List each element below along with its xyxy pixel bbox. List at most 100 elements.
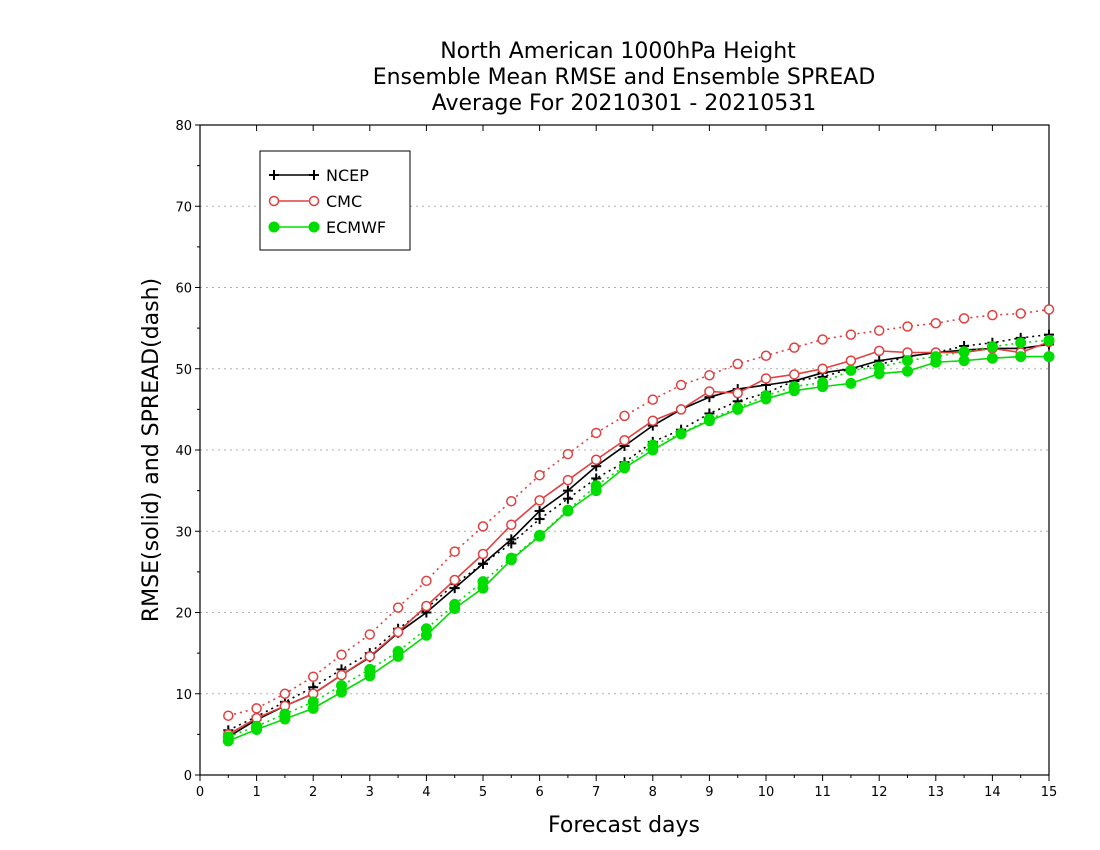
rmse-point-ecmwf bbox=[703, 415, 715, 427]
x-tick-label: 4 bbox=[422, 785, 430, 800]
spread-point-cmc bbox=[421, 575, 432, 587]
rmse-point-cmc bbox=[392, 626, 404, 638]
rmse-point-ncep bbox=[478, 558, 488, 569]
spread-point-cmc bbox=[1015, 308, 1026, 319]
x-tick-label: 1 bbox=[252, 785, 260, 800]
x-tick-label: 11 bbox=[814, 785, 831, 800]
spread-point-cmc bbox=[873, 325, 885, 336]
legend: NCEP CMC ECMWF bbox=[259, 150, 411, 251]
spread-point-cmc bbox=[789, 342, 800, 353]
legend-entry-cmc: CMC bbox=[268, 192, 362, 211]
spread-point-cmc bbox=[902, 321, 913, 332]
rmse-point-ecmwf bbox=[788, 385, 800, 397]
rmse-point-cmc bbox=[760, 373, 772, 384]
series-group bbox=[222, 304, 1055, 747]
rmse-point-ncep bbox=[506, 534, 517, 545]
spread-point-cmc bbox=[704, 370, 715, 381]
spread-point-cmc bbox=[647, 394, 659, 405]
rmse-point-ecmwf bbox=[1043, 351, 1055, 363]
legend-label-ecmwf: ECMWF bbox=[326, 218, 386, 237]
y-tick-label: 60 bbox=[175, 282, 192, 297]
spread-point-cmc bbox=[279, 688, 291, 699]
spread-point-cmc bbox=[392, 602, 404, 613]
x-tick-label: 15 bbox=[1041, 785, 1058, 800]
rmse-point-ecmwf bbox=[449, 602, 461, 614]
spread-point-cmc bbox=[675, 379, 687, 391]
legend-entry-ncep: NCEP bbox=[269, 166, 369, 185]
legend-label-ncep: NCEP bbox=[326, 166, 369, 185]
y-tick-label: 0 bbox=[184, 769, 192, 784]
rmse-point-cmc bbox=[477, 548, 489, 560]
rmse-point-cmc bbox=[421, 600, 432, 612]
title-line-1: North American 1000hPa Height bbox=[440, 39, 796, 64]
rmse-point-ecmwf bbox=[760, 393, 772, 405]
rmse-point-ecmwf bbox=[477, 582, 489, 594]
rmse-point-ecmwf bbox=[420, 629, 432, 641]
spread-point-cmc bbox=[590, 427, 602, 439]
rmse-point-ecmwf bbox=[930, 356, 942, 368]
x-tick-label: 3 bbox=[366, 785, 374, 800]
rmse-point-ecmwf bbox=[505, 554, 517, 566]
rmse-point-cmc bbox=[506, 519, 517, 530]
rmse-point-cmc bbox=[675, 404, 687, 415]
rmse-point-cmc bbox=[647, 415, 659, 426]
y-axis-label: RMSE(solid) and SPREAD(dash) bbox=[139, 278, 164, 622]
spread-line-ecmwf bbox=[228, 339, 1050, 738]
spread-point-cmc bbox=[732, 358, 743, 370]
rmse-point-cmc bbox=[590, 454, 602, 465]
rmse-point-ecmwf bbox=[307, 702, 319, 714]
spread-point-cmc bbox=[817, 334, 828, 345]
series-cmc bbox=[223, 304, 1055, 740]
spread-point-ecmwf bbox=[845, 364, 857, 376]
rmse-point-ecmwf bbox=[251, 724, 263, 735]
spread-point-cmc bbox=[336, 649, 347, 660]
spread-point-ecmwf bbox=[1015, 337, 1027, 349]
chart-title: North American 1000hPa Height Ensemble M… bbox=[373, 39, 876, 116]
spread-point-cmc bbox=[449, 546, 460, 557]
rmse-line-cmc bbox=[227, 341, 1050, 736]
x-tick-label: 2 bbox=[309, 785, 317, 800]
rmse-point-cmc bbox=[873, 345, 885, 357]
x-tick-label: 5 bbox=[479, 785, 487, 800]
spread-line-ncep bbox=[227, 333, 1050, 732]
rmse-line-ncep bbox=[227, 343, 1050, 738]
title-line-2: Ensemble Mean RMSE and Ensemble SPREAD bbox=[373, 65, 876, 90]
spread-point-cmc bbox=[506, 495, 517, 507]
y-tick-label: 30 bbox=[175, 525, 192, 540]
rmse-point-cmc bbox=[534, 495, 545, 506]
legend-marker-end-ecmwf bbox=[308, 221, 320, 233]
rmse-point-ecmwf bbox=[986, 352, 998, 364]
rmse-point-cmc bbox=[336, 669, 347, 681]
y-tick-label: 40 bbox=[175, 444, 192, 459]
rmse-point-ecmwf bbox=[902, 365, 913, 377]
rmse-point-ecmwf bbox=[647, 444, 659, 456]
spread-point-cmc bbox=[760, 350, 772, 361]
spread-point-cmc bbox=[1043, 304, 1055, 315]
x-tick-label: 13 bbox=[928, 785, 945, 800]
rmse-point-ncep bbox=[534, 505, 545, 516]
spread-point-cmc bbox=[223, 710, 234, 721]
rmse-point-ecmwf bbox=[534, 530, 546, 542]
series-ecmwf bbox=[222, 334, 1055, 747]
spread-point-cmc bbox=[307, 671, 319, 682]
spread-point-ecmwf bbox=[1043, 334, 1055, 346]
spread-point-cmc bbox=[619, 410, 630, 422]
spread-point-cmc bbox=[845, 329, 857, 340]
spread-point-cmc bbox=[958, 313, 970, 324]
rmse-point-cmc bbox=[619, 435, 630, 446]
spread-point-ecmwf bbox=[902, 355, 913, 367]
rmse-point-ecmwf bbox=[222, 735, 234, 747]
rmse-point-ecmwf bbox=[873, 368, 885, 380]
rmse-point-ecmwf bbox=[845, 377, 857, 389]
rmse-point-ncep bbox=[562, 485, 573, 496]
x-tick-label: 0 bbox=[196, 785, 204, 800]
legend-marker-end-ncep bbox=[309, 170, 319, 180]
spread-point-cmc bbox=[562, 448, 574, 460]
legend-marker-start-ecmwf bbox=[268, 221, 280, 233]
y-tick-label: 10 bbox=[175, 688, 192, 703]
legend-marker-end-cmc bbox=[308, 195, 320, 207]
y-tick-label: 80 bbox=[175, 119, 192, 134]
x-tick-label: 7 bbox=[592, 785, 600, 800]
